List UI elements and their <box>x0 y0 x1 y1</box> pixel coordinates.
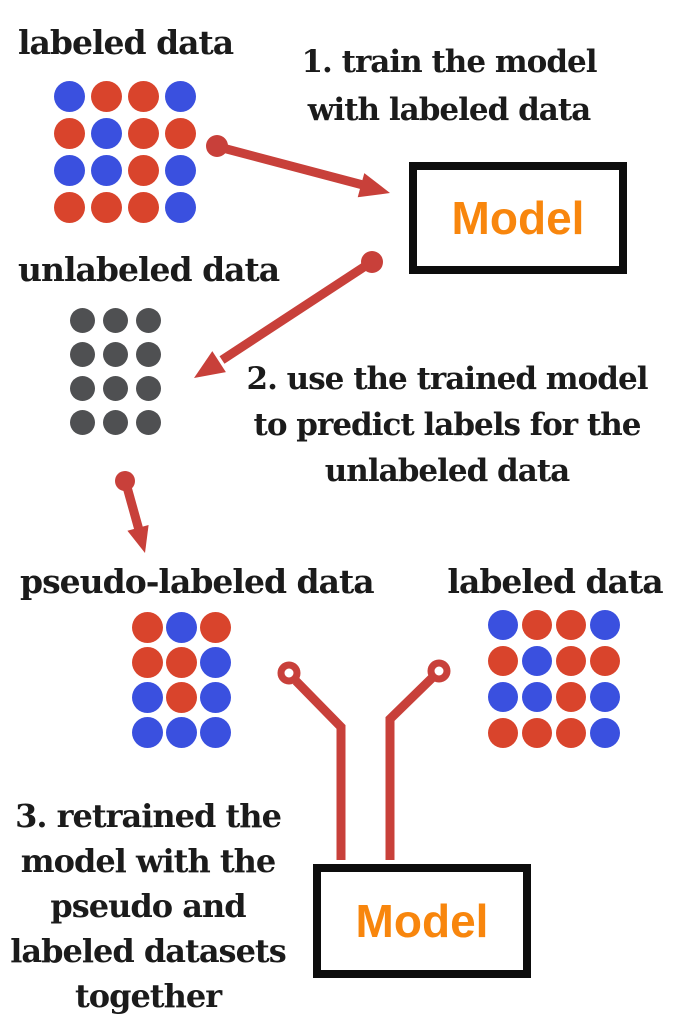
blue-dot <box>132 717 163 748</box>
red-dot <box>556 610 586 640</box>
gray-dot <box>103 376 128 401</box>
arrow-train-icon <box>206 135 390 198</box>
red-dot <box>522 610 552 640</box>
pseudo-labeled-data-grid <box>132 612 231 748</box>
blue-dot <box>200 682 231 713</box>
red-dot <box>54 192 85 223</box>
red-dot <box>488 718 518 748</box>
red-dot <box>128 118 159 149</box>
labeled-data-right-label: labeled data <box>447 562 663 601</box>
blue-dot <box>166 717 197 748</box>
red-dot <box>132 647 163 678</box>
blue-dot <box>522 646 552 676</box>
model-label-bottom: Model <box>355 895 489 947</box>
gray-dot <box>70 342 95 367</box>
red-dot <box>132 612 163 643</box>
gray-dot <box>136 410 161 435</box>
blue-dot <box>165 192 196 223</box>
gray-dot <box>136 308 161 333</box>
red-dot <box>556 646 586 676</box>
blue-dot <box>522 682 552 712</box>
red-dot <box>166 647 197 678</box>
gray-dot <box>70 410 95 435</box>
red-dot <box>590 646 620 676</box>
blue-dot <box>590 610 620 640</box>
red-dot <box>165 118 196 149</box>
gray-dot <box>136 376 161 401</box>
labeled-data-grid-right <box>488 610 620 748</box>
gray-dot <box>70 308 95 333</box>
red-dot <box>54 118 85 149</box>
blue-dot <box>200 647 231 678</box>
red-dot <box>166 682 197 713</box>
gray-dot <box>103 410 128 435</box>
gray-dot <box>103 342 128 367</box>
model-box-top: Model <box>409 162 627 274</box>
red-dot <box>128 81 159 112</box>
step1-text: 1. train the model with labeled data <box>301 44 597 128</box>
step2-text: 2. use the trained model to predict labe… <box>246 361 649 489</box>
blue-dot <box>165 155 196 186</box>
gray-dot <box>70 376 95 401</box>
blue-dot <box>166 612 197 643</box>
unlabeled-data-grid <box>70 308 161 435</box>
blue-dot <box>488 610 518 640</box>
labeled-data-top-label: labeled data <box>18 23 234 62</box>
blue-dot <box>54 81 85 112</box>
blue-dot <box>165 81 196 112</box>
red-dot <box>128 155 159 186</box>
blue-dot <box>91 155 122 186</box>
red-dot <box>556 718 586 748</box>
model-box-bottom: Model <box>313 864 531 978</box>
blue-dot <box>91 118 122 149</box>
red-dot <box>200 612 231 643</box>
blue-dot <box>200 717 231 748</box>
labeled-data-grid-top <box>54 81 196 223</box>
elbow-connector-right-icon <box>385 659 451 860</box>
arrow-down-icon <box>115 471 149 553</box>
pseudo-labeled-data-label: pseudo-labeled data <box>20 562 375 601</box>
blue-dot <box>590 718 620 748</box>
red-dot <box>556 682 586 712</box>
blue-dot <box>488 682 518 712</box>
blue-dot <box>590 682 620 712</box>
blue-dot <box>132 682 163 713</box>
red-dot <box>128 192 159 223</box>
model-label-top: Model <box>451 192 585 244</box>
gray-dot <box>136 342 161 367</box>
blue-dot <box>54 155 85 186</box>
red-dot <box>91 81 122 112</box>
red-dot <box>91 192 122 223</box>
unlabeled-data-label: unlabeled data <box>18 250 280 289</box>
step3-text: 3. retrained the model with the pseudo a… <box>10 797 286 1015</box>
gray-dot <box>103 308 128 333</box>
red-dot <box>488 646 518 676</box>
red-dot <box>522 718 552 748</box>
